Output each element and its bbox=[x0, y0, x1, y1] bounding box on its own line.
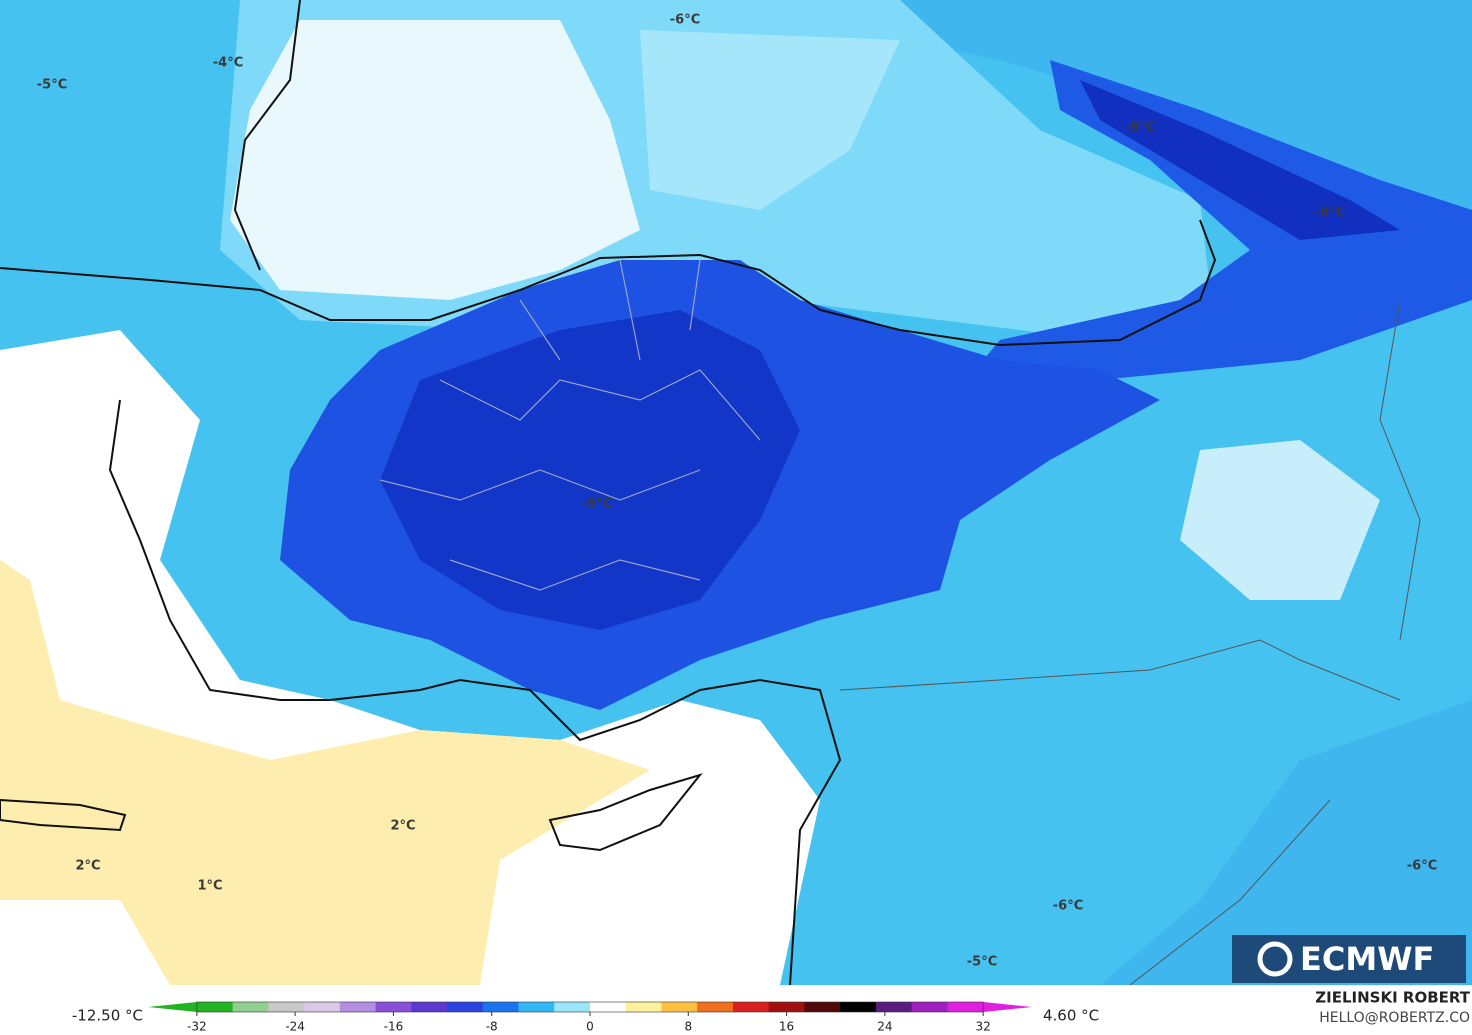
colorbar-tick-label: -32 bbox=[187, 1020, 207, 1034]
colorbar-segment bbox=[196, 1002, 234, 1012]
colorbar-segment bbox=[268, 1002, 305, 1012]
colorbar-tick-label: 32 bbox=[976, 1020, 991, 1034]
colorbar-segment bbox=[875, 1002, 913, 1012]
colorbar-segment bbox=[840, 1002, 877, 1012]
colorbar-segment bbox=[339, 1002, 377, 1012]
coastline bbox=[233, 0, 301, 271]
colorbar-segment bbox=[625, 1002, 662, 1012]
coastline bbox=[0, 219, 1217, 347]
colorbar-segment bbox=[590, 1002, 627, 1012]
colorbar-tick-label: 24 bbox=[877, 1020, 892, 1034]
temperature-label: -4°C bbox=[213, 56, 243, 71]
coastline bbox=[108, 399, 842, 986]
temperature-label: -6°C bbox=[1407, 859, 1437, 874]
min-label: -12.50 °C bbox=[72, 1007, 143, 1025]
darker-band bbox=[1080, 80, 1400, 240]
colorbar-segment bbox=[732, 1002, 770, 1012]
temperature-label: 1°C bbox=[197, 879, 222, 894]
border bbox=[839, 299, 1421, 986]
white-field bbox=[230, 20, 640, 300]
temperature-label: -9°C bbox=[582, 497, 612, 512]
province-border bbox=[379, 259, 761, 591]
colorbar-segment bbox=[554, 1002, 591, 1012]
email: HELLO@ROBERTZ.CO bbox=[1319, 1010, 1470, 1026]
colorbar-tick-label: -24 bbox=[285, 1020, 305, 1034]
colorbar-tick-label: -8 bbox=[486, 1020, 498, 1034]
temperature-label: 2°C bbox=[390, 819, 415, 834]
pale-field bbox=[640, 30, 900, 210]
colorbar-segment bbox=[411, 1002, 448, 1012]
island bbox=[0, 773, 703, 852]
author: ZIELINSKI ROBERT bbox=[1315, 989, 1470, 1007]
map-labels: -6°C -4°C -5°C -9°C -8°C -9°C 2°C 2°C 1°C -6°C -6°… bbox=[37, 13, 1437, 970]
anatolia-core bbox=[380, 310, 800, 630]
colorbar-segment bbox=[447, 1002, 484, 1012]
colorbar: -32 -24 -16 -8 0 8 16 24 32 bbox=[148, 1001, 1032, 1034]
colorbar-tick-label: 16 bbox=[779, 1020, 794, 1034]
logo-text: ECMWF bbox=[1300, 940, 1434, 978]
colorbar-tick-label: 8 bbox=[684, 1020, 692, 1034]
temperature-label: 2°C bbox=[75, 859, 100, 874]
colorbar-segment bbox=[911, 1002, 948, 1012]
logo: ECMWF bbox=[1232, 935, 1466, 983]
colorbar-segment bbox=[518, 1002, 555, 1012]
temperature-label: -5°C bbox=[967, 955, 997, 970]
temperature-label: -9°C bbox=[1125, 121, 1155, 136]
dark-band bbox=[950, 60, 1472, 400]
colorbar-segment bbox=[768, 1002, 805, 1012]
colorbar-segment bbox=[482, 1002, 520, 1012]
colorbar-segment bbox=[804, 1002, 841, 1012]
temperature-label: -6°C bbox=[1053, 899, 1083, 914]
colorbar-segment bbox=[697, 1002, 734, 1012]
map bbox=[0, 0, 1472, 986]
temperature-label: -8°C bbox=[1315, 206, 1345, 221]
colorbar-segment bbox=[375, 1002, 412, 1012]
logo-icon bbox=[1257, 941, 1293, 977]
colorbar-segment bbox=[661, 1002, 698, 1012]
east-field bbox=[0, 0, 1472, 985]
colorbar-segment bbox=[232, 1002, 269, 1012]
temperature-label: -5°C bbox=[37, 78, 67, 93]
colorbar-segment bbox=[304, 1002, 341, 1012]
colorbar-tick-label: -16 bbox=[384, 1020, 404, 1034]
colorbar-extension bbox=[983, 1002, 1032, 1012]
sea-warm bbox=[0, 560, 650, 985]
colorbar-tick-label: 0 bbox=[586, 1020, 594, 1034]
east-pale bbox=[1180, 440, 1380, 600]
colorbar-segment bbox=[947, 1002, 984, 1012]
max-label: 4.60 °C bbox=[1043, 1007, 1099, 1025]
temperature-label: -6°C bbox=[670, 13, 700, 28]
colorbar-extension bbox=[148, 1002, 197, 1012]
